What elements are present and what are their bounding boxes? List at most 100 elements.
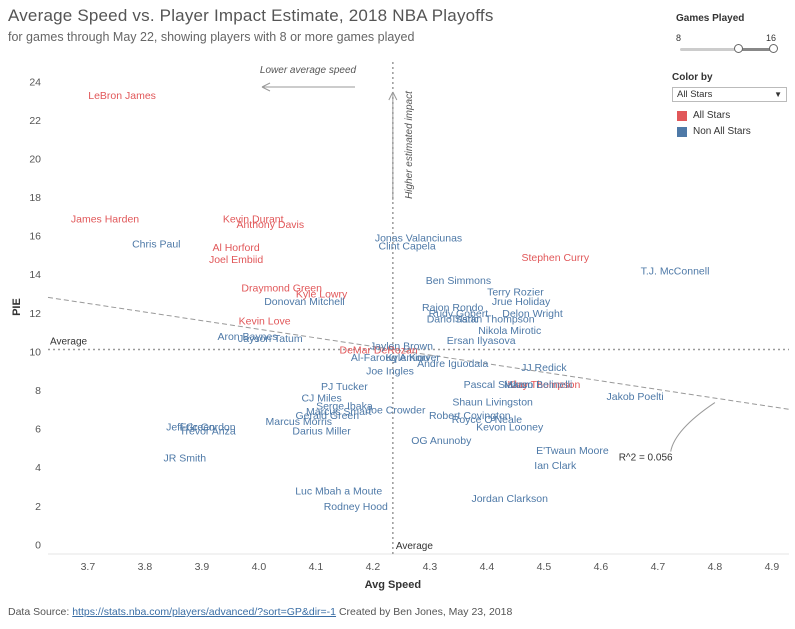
point-label-rodney-hood: Rodney Hood xyxy=(324,501,388,513)
point-label-lebron-james: LeBron James xyxy=(88,90,156,102)
point-label-joe-crowder: Joe Crowder xyxy=(366,404,426,416)
games-played-min-label: 8 xyxy=(676,33,682,43)
y-tick-label: 14 xyxy=(29,269,41,281)
point-label-aron-baynes: Aron Baynes xyxy=(217,331,277,343)
chart-subtitle: for games through May 22, showing player… xyxy=(8,30,415,44)
point-label-rajon-rondo: Rajon Rondo xyxy=(422,302,483,314)
point-label-stephen-curry: Stephen Curry xyxy=(521,252,589,264)
games-played-slider-low-handle[interactable] xyxy=(733,44,743,53)
lower-speed-annotation: Lower average speed xyxy=(260,65,357,76)
x-tick-label: 3.8 xyxy=(138,561,153,573)
legend-swatch-non-all-stars xyxy=(677,126,687,137)
x-tick-label: 4.8 xyxy=(708,561,723,573)
legend-label-non-all-stars: Non All Stars xyxy=(693,126,751,137)
y-tick-label: 12 xyxy=(29,308,41,320)
x-tick-label: 4.1 xyxy=(309,561,324,573)
point-label-dario-saric: Dario Saric xyxy=(427,314,479,326)
chart-title: Average Speed vs. Player Impact Estimate… xyxy=(8,6,494,25)
r-squared-label: R^2 = 0.056 xyxy=(619,453,673,464)
point-label-shaun-livingston: Shaun Livingston xyxy=(452,397,533,409)
x-tick-label: 4.2 xyxy=(366,561,381,573)
point-label-kevon-looney: Kevon Looney xyxy=(476,422,544,434)
chevron-down-icon: ▼ xyxy=(774,90,782,99)
point-label-donovan-mitchell: Donovan Mitchell xyxy=(264,296,345,308)
point-label-og-anunoby: OG Anunoby xyxy=(411,435,472,447)
point-label-joel-embiid: Joel Embiid xyxy=(209,254,263,266)
games-played-slider-high-handle[interactable] xyxy=(769,44,778,53)
point-label-nikola-mirotic: Nikola Mirotic xyxy=(478,325,541,337)
point-label-chris-paul: Chris Paul xyxy=(132,238,180,250)
point-label-jakob-poelti: Jakob Poelti xyxy=(606,391,663,403)
y-tick-label: 8 xyxy=(35,385,41,397)
y-tick-label: 22 xyxy=(29,115,41,127)
color-by-dropdown[interactable]: All Stars ▼ xyxy=(672,87,787,102)
y-tick-label: 4 xyxy=(35,462,41,474)
games-played-slider[interactable] xyxy=(680,44,778,53)
point-label-royce-o-neale: Royce O'Neale xyxy=(452,414,522,426)
point-label-tristan-thompson: Tristan Thompson xyxy=(451,314,535,326)
point-label-ben-simmons: Ben Simmons xyxy=(426,275,491,287)
y-tick-label: 16 xyxy=(29,231,41,243)
point-label-ian-clark: Ian Clark xyxy=(534,460,577,472)
point-label-terry-rozier: Terry Rozier xyxy=(487,287,544,299)
y-tick-label: 0 xyxy=(35,539,41,551)
point-label-kevin-durant: Kevin Durant xyxy=(223,213,284,225)
point-label-eric-gordon: Eric Gordon xyxy=(180,422,236,434)
average-pie-label: Average xyxy=(50,336,88,347)
color-by-selected-value: All Stars xyxy=(677,89,713,100)
higher-impact-annotation: Higher estimated impact xyxy=(404,90,415,199)
trend-line xyxy=(47,296,790,410)
average-speed-label: Average xyxy=(396,541,434,552)
point-label-jj-redick: JJ Redick xyxy=(521,362,567,374)
point-label-andre-iguodala: Andre Iguodala xyxy=(417,358,488,370)
point-label-jrue-holiday: Jrue Holiday xyxy=(492,296,551,308)
data-source-label: Data Source: xyxy=(8,606,70,618)
point-label-james-harden: James Harden xyxy=(71,213,139,225)
point-label-luc-mbah-a-moute: Luc Mbah a Moute xyxy=(295,485,382,497)
point-label-marcus-smart: Marcus Smart xyxy=(306,406,371,418)
y-tick-label: 6 xyxy=(35,424,41,436)
point-label-serge-ibaka: Serge Ibaka xyxy=(316,400,373,412)
y-tick-label: 24 xyxy=(29,76,41,88)
lower-speed-arrow-head xyxy=(261,82,271,92)
y-tick-label: 18 xyxy=(29,192,41,204)
data-source-link[interactable]: https://stats.nba.com/players/advanced/?… xyxy=(72,606,337,618)
point-label-al-horford: Al Horford xyxy=(212,242,259,254)
games-played-slider-fill xyxy=(738,48,774,51)
x-tick-label: 4.0 xyxy=(252,561,267,573)
point-label-kyle-korver: Kyle Korver xyxy=(386,352,441,364)
legend-item-non-all-stars[interactable]: Non All Stars xyxy=(677,126,751,138)
y-tick-label: 10 xyxy=(29,346,41,358)
games-played-max-label: 16 xyxy=(766,33,777,43)
point-label-delon-wright: Delon Wright xyxy=(502,308,563,320)
x-axis-label: Avg Speed xyxy=(365,579,421,591)
games-played-label: Games Played xyxy=(676,13,745,24)
point-label-e-twaun-moore: E'Twaun Moore xyxy=(536,445,609,457)
point-label-draymond-green: Draymond Green xyxy=(241,283,322,295)
r-squared-callout xyxy=(670,402,716,452)
legend-label-all-stars: All Stars xyxy=(693,110,731,121)
x-tick-label: 4.3 xyxy=(423,561,438,573)
point-label-anthony-davis: Anthony Davis xyxy=(236,219,304,231)
color-by-label: Color by xyxy=(672,72,713,83)
point-label-jayson-tatum: Jayson Tatum xyxy=(238,333,303,345)
x-tick-label: 4.6 xyxy=(594,561,609,573)
x-tick-label: 4.9 xyxy=(765,561,780,573)
point-label-trevor-ariza: Trevor Ariza xyxy=(179,426,235,438)
x-tick-label: 4.4 xyxy=(480,561,495,573)
point-label-robert-covington: Robert Covington xyxy=(429,410,511,422)
legend-swatch-all-stars xyxy=(677,110,687,121)
point-label-ersan-ilyasova: Ersan Ilyasova xyxy=(447,335,516,347)
legend-item-all-stars[interactable]: All Stars xyxy=(677,110,730,122)
point-label-marcus-morris: Marcus Morris xyxy=(266,416,333,428)
point-label-jr-smith: JR Smith xyxy=(164,453,207,465)
point-label-jordan-clarkson: Jordan Clarkson xyxy=(471,493,548,505)
x-tick-label: 4.5 xyxy=(537,561,552,573)
point-label-pj-tucker: PJ Tucker xyxy=(321,381,368,393)
credit-text: Created by Ben Jones, May 23, 2018 xyxy=(338,606,513,618)
x-tick-label: 4.7 xyxy=(651,561,666,573)
point-label-rudy-gobert: Rudy Gobert xyxy=(429,308,489,320)
point-label-jeff-green: Jeff Green xyxy=(166,422,215,434)
y-tick-label: 20 xyxy=(29,153,41,165)
